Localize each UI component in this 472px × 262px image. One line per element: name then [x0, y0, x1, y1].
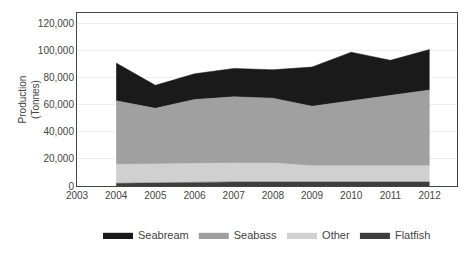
svg-text:Production(Tonnes): Production(Tonnes) [17, 76, 41, 124]
svg-text:2004: 2004 [105, 190, 128, 201]
svg-text:2007: 2007 [223, 190, 246, 201]
svg-text:2010: 2010 [340, 190, 363, 201]
svg-text:2003: 2003 [66, 190, 89, 201]
svg-text:2009: 2009 [301, 190, 324, 201]
svg-text:2005: 2005 [144, 190, 167, 201]
svg-text:Seabass: Seabass [234, 229, 277, 241]
svg-text:60,000: 60,000 [43, 99, 74, 110]
svg-text:20,000: 20,000 [43, 153, 74, 164]
svg-text:100,000: 100,000 [38, 45, 75, 56]
svg-text:Seabream: Seabream [138, 229, 189, 241]
svg-text:40,000: 40,000 [43, 126, 74, 137]
svg-text:2011: 2011 [380, 190, 402, 201]
svg-text:2006: 2006 [183, 190, 206, 201]
svg-text:2008: 2008 [262, 190, 285, 201]
svg-text:0: 0 [68, 181, 74, 192]
svg-text:Other: Other [322, 229, 350, 241]
svg-text:80,000: 80,000 [43, 72, 74, 83]
svg-text:120,000: 120,000 [38, 18, 75, 29]
svg-text:Flatfish: Flatfish [395, 229, 430, 241]
svg-text:2012: 2012 [418, 190, 441, 201]
